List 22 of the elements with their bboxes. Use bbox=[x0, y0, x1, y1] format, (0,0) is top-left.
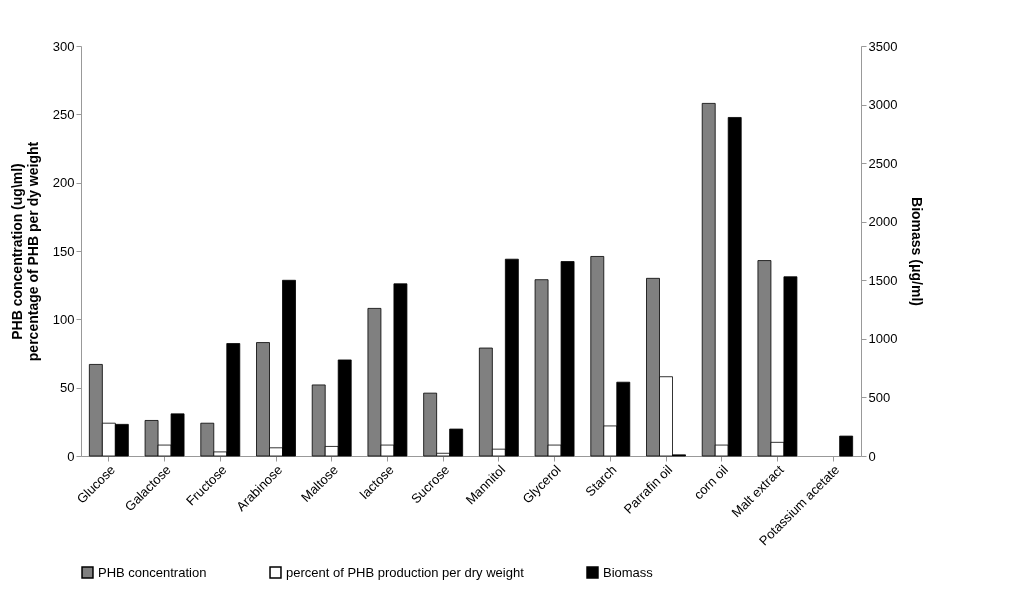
x-tick-label: corn oil bbox=[690, 462, 731, 503]
y-tick-label: 250 bbox=[52, 106, 75, 122]
legend-label: Biomass bbox=[603, 564, 654, 580]
y-tick-label: 150 bbox=[52, 243, 75, 259]
y2-tick-label: 1500 bbox=[868, 272, 898, 288]
legend-label: PHB concentration bbox=[98, 564, 207, 580]
y-tick-label: 100 bbox=[52, 311, 75, 327]
legend-label: percent of PHB production per dry weight bbox=[286, 564, 525, 580]
y2-tick-label: 3500 bbox=[868, 38, 898, 54]
y2-tick-label: 2000 bbox=[868, 214, 898, 230]
y2-tick-label: 0 bbox=[868, 448, 876, 464]
y2-tick-label: 2500 bbox=[868, 155, 898, 171]
y2-tick-label: 1000 bbox=[868, 331, 898, 347]
y-tick-label: 300 bbox=[52, 38, 75, 54]
y2-axis-title: Biomass (μg/ml) bbox=[909, 197, 926, 306]
y-tick-label: 50 bbox=[60, 380, 75, 396]
y-tick-label: 200 bbox=[52, 175, 75, 191]
y2-tick-label: 3000 bbox=[868, 97, 898, 113]
y-tick-label: 0 bbox=[67, 448, 75, 464]
y-axis-title: PHB concentration (ug\ml) percentage of PHB per dy weight bbox=[8, 141, 41, 362]
bar bbox=[839, 435, 854, 457]
y2-tick-label: 500 bbox=[868, 389, 891, 405]
